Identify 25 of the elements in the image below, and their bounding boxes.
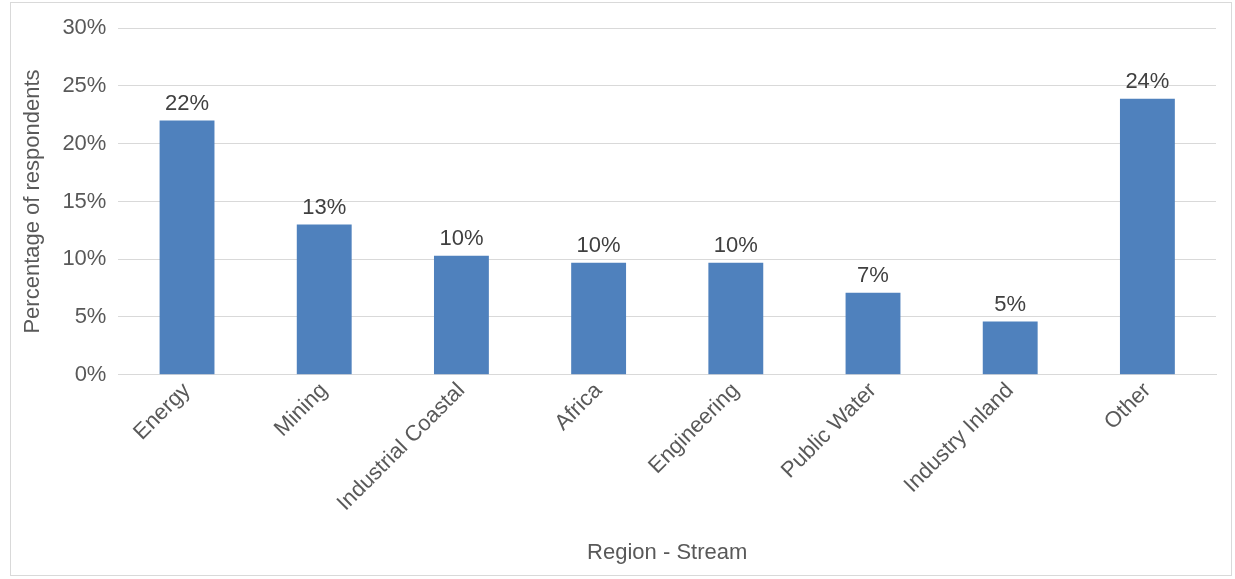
data-label: 22% (165, 89, 210, 115)
y-tick-label: 30% (62, 14, 107, 40)
y-tick-label: 5% (74, 303, 107, 329)
y-tick-label: 15% (62, 187, 107, 213)
bar (708, 262, 764, 375)
bar (982, 321, 1038, 375)
bar (571, 262, 627, 375)
bar (433, 255, 489, 375)
data-label: 7% (857, 261, 889, 287)
bar (1119, 98, 1175, 375)
bar (159, 120, 215, 375)
y-tick-label: 20% (62, 129, 107, 155)
bar (296, 224, 352, 375)
data-label: 10% (713, 231, 758, 257)
y-tick-label: 0% (74, 360, 107, 386)
y-tick-label: 10% (62, 245, 107, 271)
x-axis-title: Region - Stream (587, 538, 748, 564)
y-axis-title: Percentage of respondents (19, 69, 45, 334)
data-label: 5% (994, 290, 1027, 316)
y-tick-label: 25% (62, 72, 107, 98)
data-label: 10% (439, 224, 484, 250)
data-label: 13% (302, 193, 347, 219)
bar (845, 292, 901, 375)
data-label: 10% (576, 231, 621, 257)
data-label: 24% (1125, 67, 1170, 93)
